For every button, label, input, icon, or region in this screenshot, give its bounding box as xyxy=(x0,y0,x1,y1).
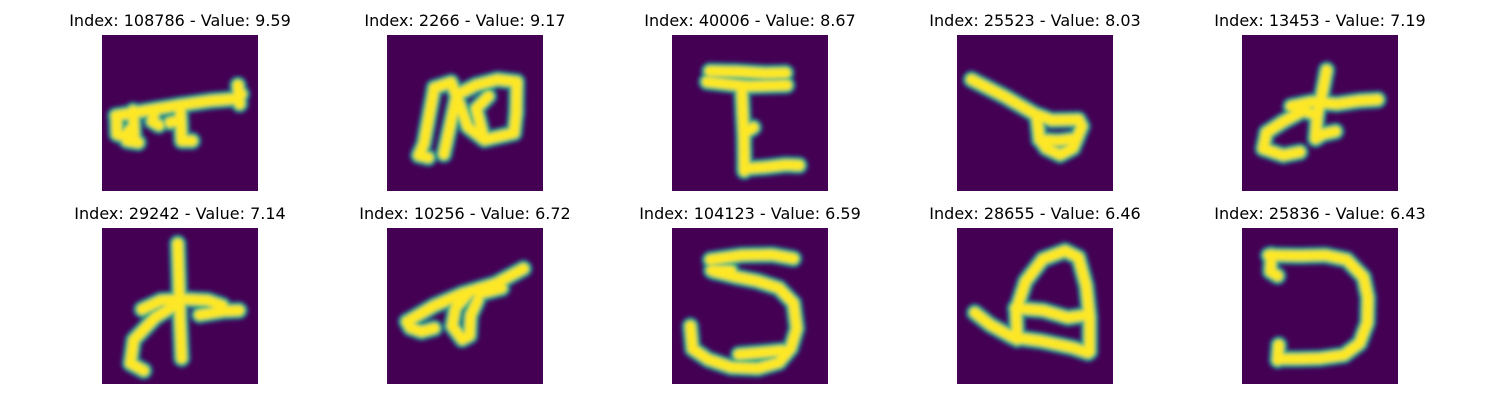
glyph-stroke-layer-3 xyxy=(966,74,1087,160)
glyph-stroke xyxy=(451,91,521,145)
character-image xyxy=(957,35,1113,191)
glyph-stroke xyxy=(1265,250,1283,281)
glyph-stroke xyxy=(137,294,228,315)
glyph-stroke xyxy=(1310,126,1341,144)
grid-panel-5: Index: 13453 - Value: 7.19 xyxy=(1190,10,1450,195)
glyph-stroke xyxy=(1258,106,1322,161)
character-image xyxy=(102,228,258,384)
glyph-stroke xyxy=(970,307,1093,358)
panel-title: Index: 25836 - Value: 6.43 xyxy=(1214,204,1426,223)
glyph-stroke xyxy=(111,111,135,142)
grid-panel-2: Index: 2266 - Value: 9.17 xyxy=(335,10,595,195)
panel-title: Index: 13453 - Value: 7.19 xyxy=(1214,11,1426,30)
grid-panel-7: Index: 10256 - Value: 6.72 xyxy=(335,203,595,388)
glyph-stroke xyxy=(122,136,143,148)
glyph-stroke xyxy=(175,100,197,146)
glyph-stroke xyxy=(447,289,483,345)
grid-panel-10: Index: 25836 - Value: 6.43 xyxy=(1190,203,1450,388)
glyph-stroke xyxy=(734,345,788,360)
glyph-stroke xyxy=(1011,246,1095,357)
glyph-stroke xyxy=(741,122,759,137)
glyph-stroke-layer-3 xyxy=(970,246,1095,358)
glyph-stroke-layer-3 xyxy=(125,238,244,376)
grid-panel-8: Index: 104123 - Value: 6.59 xyxy=(620,203,880,388)
grid-panel-3: Index: 40006 - Value: 8.67 xyxy=(620,10,880,195)
character-image xyxy=(102,35,258,191)
glyph-stroke xyxy=(454,74,522,118)
panel-title: Index: 28655 - Value: 6.46 xyxy=(929,204,1141,223)
glyph-stroke-layer-3 xyxy=(414,74,522,163)
panel-title: Index: 2266 - Value: 9.17 xyxy=(364,11,566,30)
glyph-stroke xyxy=(429,77,462,159)
glyph-stroke xyxy=(233,80,245,109)
glyph-stroke xyxy=(402,316,440,337)
grid-panel-1: Index: 108786 - Value: 9.59 xyxy=(50,10,310,195)
glyph-stroke-layer-3 xyxy=(402,263,529,345)
glyph-stroke-layer-3 xyxy=(111,80,247,148)
glyph-stroke xyxy=(1286,94,1383,112)
glyph-stroke-layer-3 xyxy=(1264,250,1373,365)
character-image xyxy=(672,35,828,191)
character-image xyxy=(1242,228,1398,384)
glyph-stroke xyxy=(1272,340,1284,365)
glyph-stroke xyxy=(414,83,440,163)
grid-panel-9: Index: 28655 - Value: 6.46 xyxy=(905,203,1165,388)
panel-title: Index: 10256 - Value: 6.72 xyxy=(359,204,571,223)
glyph-stroke xyxy=(702,77,792,91)
glyph-stroke xyxy=(474,283,507,299)
glyph-stroke xyxy=(128,106,140,146)
glyph-stroke xyxy=(736,81,750,176)
glyph-stroke xyxy=(1010,303,1093,323)
glyph-stroke xyxy=(685,266,802,374)
glyph-stroke xyxy=(966,74,1087,132)
glyph-stroke xyxy=(705,250,799,265)
glyph-stroke-layer-3 xyxy=(685,250,802,374)
glyph-stroke xyxy=(147,106,164,130)
character-image xyxy=(387,228,543,384)
character-image xyxy=(387,35,543,191)
glyph-stroke-layer-3 xyxy=(702,66,804,176)
panel-title: Index: 40006 - Value: 8.67 xyxy=(644,11,856,30)
glyph-stroke xyxy=(194,305,244,320)
glyph-stroke xyxy=(705,66,791,79)
panel-title: Index: 104123 - Value: 6.59 xyxy=(639,204,861,223)
glyph-stroke xyxy=(739,160,804,174)
panel-title: Index: 25523 - Value: 8.03 xyxy=(929,11,1141,30)
glyph-stroke xyxy=(1034,133,1081,146)
grid-panel-6: Index: 29242 - Value: 7.14 xyxy=(50,203,310,388)
glyph-stroke xyxy=(125,296,186,376)
character-image xyxy=(672,228,828,384)
panel-title: Index: 29242 - Value: 7.14 xyxy=(74,204,286,223)
panel-title: Index: 108786 - Value: 9.59 xyxy=(69,11,291,30)
grid-panel-4: Index: 25523 - Value: 8.03 xyxy=(905,10,1165,195)
glyph-stroke xyxy=(1031,110,1087,160)
glyph-stroke xyxy=(1264,250,1373,364)
glyph-stroke xyxy=(471,91,494,139)
character-image xyxy=(957,228,1113,384)
character-image xyxy=(1242,35,1398,191)
glyph-stroke-layer-3 xyxy=(1258,65,1383,161)
